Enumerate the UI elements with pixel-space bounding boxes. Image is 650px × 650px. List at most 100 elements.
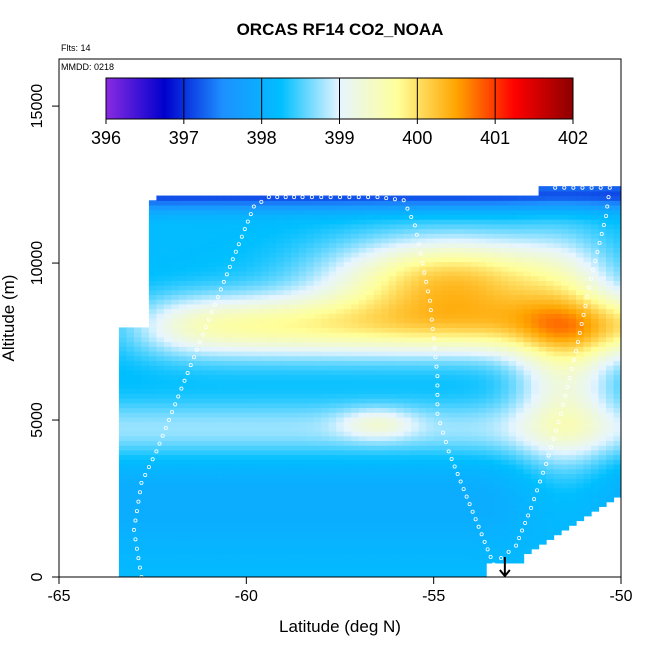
heatmap-cell	[246, 534, 255, 540]
heatmap-cell	[261, 501, 270, 507]
heatmap-cell	[546, 416, 555, 423]
heatmap-cell	[501, 553, 510, 559]
heatmap-cell	[358, 496, 367, 503]
heatmap-cell	[433, 242, 442, 248]
heatmap-cell	[553, 379, 562, 385]
heatmap-cell	[463, 200, 472, 206]
heatmap-cell	[171, 529, 180, 536]
heatmap-cell	[238, 562, 247, 569]
heatmap-cell	[561, 416, 570, 423]
heatmap-cell	[201, 355, 210, 361]
heatmap-cell	[328, 388, 337, 394]
heatmap-cell	[583, 233, 592, 239]
heatmap-cell	[373, 416, 382, 423]
heatmap-cell	[306, 360, 315, 366]
heatmap-cell	[201, 247, 210, 253]
heatmap-cell	[576, 247, 585, 253]
heatmap-cell	[373, 360, 382, 366]
heatmap-cell	[156, 506, 165, 512]
heatmap-cell	[538, 360, 547, 366]
heatmap-cell	[118, 407, 128, 413]
heatmap-cell	[553, 478, 562, 484]
heatmap-cell	[238, 478, 247, 484]
heatmap-cell	[231, 350, 240, 357]
heatmap-cell	[538, 190, 547, 197]
heatmap-cell	[433, 270, 442, 277]
heatmap-cell	[598, 435, 607, 442]
heatmap-cell	[516, 327, 525, 333]
heatmap-cell	[328, 393, 337, 399]
heatmap-cell	[478, 252, 487, 258]
heatmap-cell	[411, 478, 420, 484]
heatmap-cell	[171, 299, 180, 305]
heatmap-cell	[411, 285, 420, 291]
heatmap-cell	[426, 496, 435, 503]
heatmap-cell	[343, 567, 352, 573]
heatmap-cell	[343, 506, 352, 512]
heatmap-cell	[133, 567, 143, 573]
heatmap-cell	[493, 473, 502, 479]
heatmap-cell	[546, 383, 555, 390]
heatmap-cell	[261, 252, 270, 258]
heatmap-cell	[351, 350, 360, 357]
heatmap-cell	[148, 539, 158, 545]
heatmap-cell	[478, 228, 487, 234]
heatmap-cell	[163, 431, 172, 437]
heatmap-cell	[141, 421, 150, 427]
heatmap-cell	[163, 416, 172, 423]
heatmap-cell	[576, 402, 585, 409]
heatmap-cell	[231, 214, 240, 220]
heatmap-cell	[546, 482, 555, 489]
heatmap-cell	[163, 252, 172, 258]
heatmap-cell	[328, 233, 337, 239]
heatmap-cell	[118, 393, 128, 399]
heatmap-cell	[163, 501, 172, 507]
heatmap-cell	[141, 402, 150, 409]
heatmap-cell	[336, 416, 345, 423]
heatmap-cell	[291, 350, 300, 357]
heatmap-cell	[493, 204, 502, 211]
heatmap-cell	[343, 350, 352, 357]
heatmap-cell	[201, 332, 210, 338]
heatmap-cell	[283, 407, 292, 413]
heatmap-cell	[381, 374, 390, 380]
heatmap-cell	[223, 350, 232, 357]
heatmap-cell	[216, 336, 225, 343]
heatmap-cell	[193, 431, 202, 437]
heatmap-cell	[358, 558, 367, 564]
heatmap-cell	[351, 204, 360, 211]
heatmap-cell	[448, 242, 457, 248]
heatmap-cell	[328, 487, 337, 493]
heatmap-cell	[163, 558, 172, 564]
heatmap-cell	[381, 487, 390, 493]
heatmap-cell	[223, 398, 232, 404]
heatmap-cell	[246, 440, 255, 446]
heatmap-cell	[373, 289, 382, 296]
heatmap-cell	[561, 350, 570, 357]
heatmap-cell	[231, 275, 240, 281]
heatmap-cell	[478, 350, 487, 357]
heatmap-cell	[171, 219, 180, 225]
heatmap-cell	[201, 473, 210, 479]
heatmap-cell	[223, 525, 232, 531]
heatmap-cell	[516, 398, 525, 404]
heatmap-cell	[223, 388, 232, 394]
heatmap-cell	[441, 496, 450, 503]
heatmap-cell	[508, 280, 517, 286]
heatmap-cell	[246, 256, 255, 263]
heatmap-cell	[178, 223, 187, 230]
heatmap-cell	[118, 520, 128, 526]
heatmap-cell	[516, 383, 525, 390]
heatmap-cell	[546, 529, 555, 536]
heatmap-cell	[486, 237, 495, 244]
heatmap-cell	[321, 558, 330, 564]
heatmap-cell	[433, 275, 442, 281]
heatmap-cell	[328, 562, 337, 569]
heatmap-cell	[261, 242, 270, 248]
heatmap-cell	[478, 195, 487, 201]
heatmap-cell	[591, 416, 600, 423]
heatmap-cell	[343, 412, 352, 418]
heatmap-cell	[561, 388, 570, 394]
heatmap-cell	[591, 374, 600, 380]
heatmap-cell	[583, 449, 592, 456]
